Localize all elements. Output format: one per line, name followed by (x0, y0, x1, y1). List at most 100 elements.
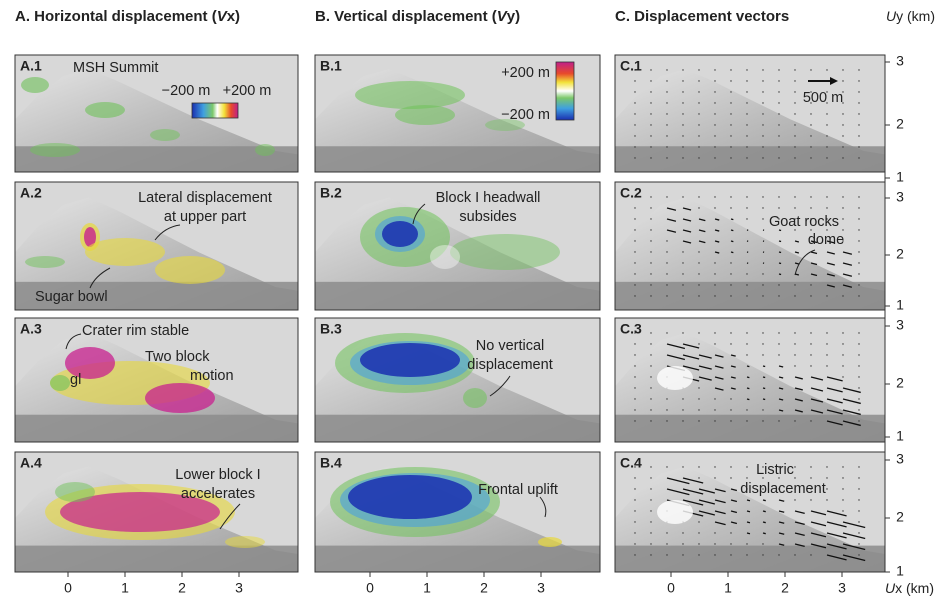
vector-dot (746, 295, 748, 297)
vector-dot (666, 240, 668, 242)
vector-arrow (778, 365, 784, 368)
vector-dot (842, 343, 844, 345)
vector-arrow (698, 240, 706, 244)
vector-arrow (730, 521, 738, 525)
vector-dot (698, 398, 700, 400)
vector-dot (826, 157, 828, 159)
annotation: displacement (467, 357, 552, 373)
vector-dot (666, 284, 668, 286)
vector-dot (634, 295, 636, 297)
vector-dot (698, 135, 700, 137)
mountain (615, 69, 885, 172)
vector-dot (794, 146, 796, 148)
vector-dot (634, 146, 636, 148)
vector-dot (810, 207, 812, 209)
vector-arrow (826, 409, 843, 415)
displacement-blob (85, 102, 125, 118)
vector-arrow (746, 376, 750, 379)
x-tick-label: 0 (64, 580, 72, 596)
vector-dot (634, 488, 636, 490)
vector-dot (810, 91, 812, 93)
vector-dot (714, 477, 716, 479)
vector-dot (714, 146, 716, 148)
vector-dot (826, 477, 828, 479)
vector-arrow (682, 365, 700, 371)
vector-dot (650, 262, 652, 264)
vector-dot (858, 521, 860, 523)
vector-dot (634, 262, 636, 264)
vector-dot (730, 477, 732, 479)
vector-dot (794, 466, 796, 468)
vector-dot (682, 466, 684, 468)
vector-dot (826, 488, 828, 490)
annotation: Block I headwall (436, 190, 541, 206)
x-axis-label-part: U (885, 580, 896, 596)
leader-line (794, 249, 816, 276)
vector-dot (794, 102, 796, 104)
vector-dot (634, 499, 636, 501)
vector-dot (778, 124, 780, 126)
vector-dot (682, 409, 684, 411)
vector-dot (746, 543, 748, 545)
vector-arrow (730, 499, 738, 503)
displacement-blob (65, 347, 115, 379)
vector-dot (778, 218, 780, 220)
legend-label: +200 m (501, 65, 550, 81)
vector-dot (826, 218, 828, 220)
ground (315, 146, 600, 172)
vector-arrow (762, 376, 766, 379)
vector-dot (778, 554, 780, 556)
vector-arrow (762, 532, 766, 535)
vector-arrow (826, 251, 835, 255)
vector-arrow (730, 510, 738, 514)
leader-line (489, 375, 511, 397)
vector-dot (858, 477, 860, 479)
displacement-blob (225, 536, 265, 548)
vector-arrow (826, 554, 847, 561)
vector-dot (794, 207, 796, 209)
vector-dot (650, 91, 652, 93)
vector-dot (698, 102, 700, 104)
annotation: Lower block I (175, 467, 260, 483)
vector-arrow (778, 521, 785, 524)
vector-arrow (698, 499, 716, 505)
vector-dot (826, 343, 828, 345)
vector-dot (714, 157, 716, 159)
vector-arrow (714, 251, 720, 254)
displacement-blob (255, 144, 275, 156)
displacement-blob (85, 238, 165, 266)
vector-dot (698, 387, 700, 389)
vector-dot (666, 543, 668, 545)
vector-dot (810, 343, 812, 345)
panel-label: A.1 (20, 58, 42, 74)
ground (615, 414, 885, 442)
vector-dot (682, 273, 684, 275)
vector-dot (858, 69, 860, 71)
displacement-blob (155, 256, 225, 284)
vector-dot (650, 543, 652, 545)
vector-dot (634, 376, 636, 378)
vector-dot (842, 113, 844, 115)
vector-dot (842, 157, 844, 159)
vector-dot (746, 69, 748, 71)
vector-dot (778, 157, 780, 159)
vector-dot (714, 69, 716, 71)
vector-dot (858, 543, 860, 545)
vector-dot (762, 124, 764, 126)
vector-dot (778, 295, 780, 297)
vector-dot (762, 218, 764, 220)
vector-arrow (826, 532, 847, 539)
panel-label: C.2 (620, 185, 642, 201)
vector-dot (842, 124, 844, 126)
vector-arrow (666, 343, 686, 350)
vector-dot (714, 135, 716, 137)
vector-arrow (842, 532, 866, 540)
vector-dot (650, 229, 652, 231)
vector-dot (794, 113, 796, 115)
vector-dot (858, 157, 860, 159)
vector-arrow (810, 273, 818, 277)
vector-arrow (842, 420, 861, 427)
vector-dot (730, 343, 732, 345)
vector-dot (698, 343, 700, 345)
vector-dot (826, 229, 828, 231)
